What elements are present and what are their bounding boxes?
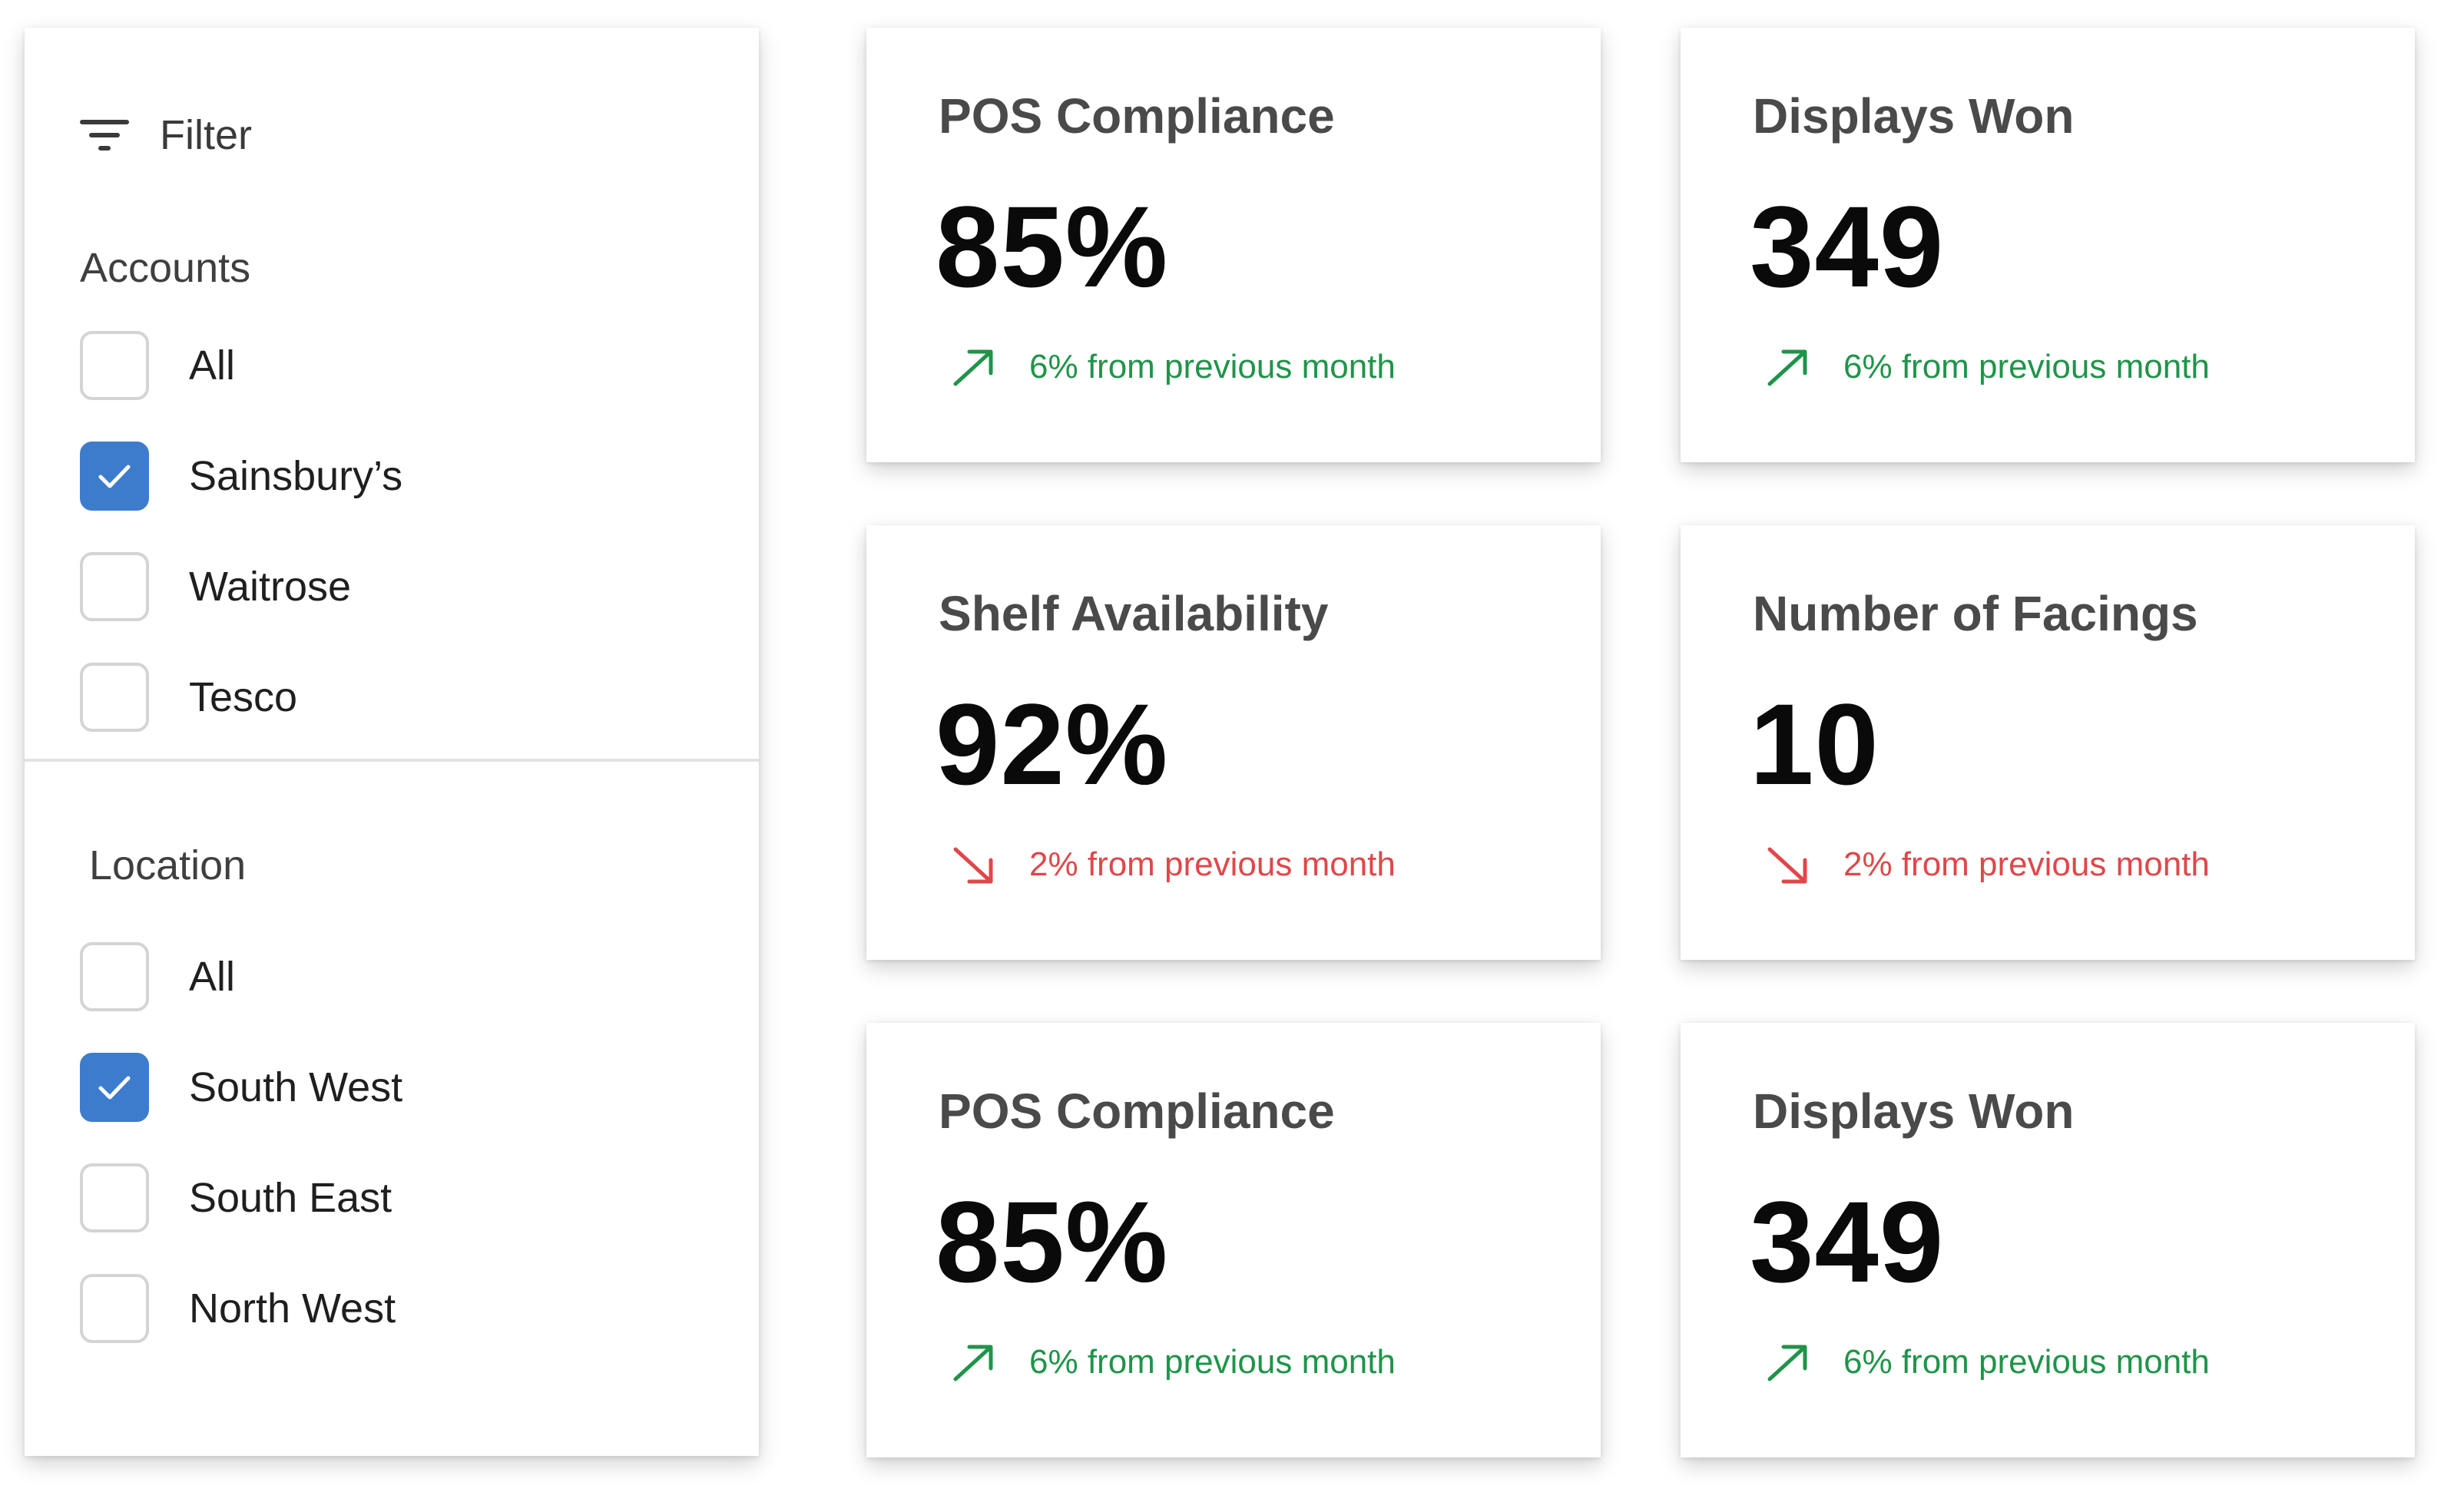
checkbox[interactable] xyxy=(80,1163,149,1232)
trend-text: 6% from previous month xyxy=(1843,348,2210,385)
option-label: Tesco xyxy=(189,674,298,720)
option-label: South East xyxy=(189,1175,392,1221)
card-value: 10 xyxy=(1750,680,1879,809)
account-option-waitrose[interactable]: Waitrose xyxy=(80,531,402,642)
option-label: North West xyxy=(189,1285,396,1332)
metric-card-pos-compliance: POS Compliance 85% 6% from previous mont… xyxy=(866,28,1601,462)
card-title: Displays Won xyxy=(1753,88,2075,144)
option-label: South West xyxy=(189,1064,403,1110)
card-title: Number of Facings xyxy=(1753,586,2198,641)
card-value: 85% xyxy=(936,182,1169,311)
trend-text: 6% from previous month xyxy=(1843,1343,2210,1381)
metric-card-pos-compliance: POS Compliance 85% 6% from previous mont… xyxy=(866,1023,1601,1457)
trend-arrow-icon xyxy=(1767,349,1807,386)
card-value: 92% xyxy=(936,680,1169,809)
metric-card-displays-won: Displays Won 349 6% from previous month xyxy=(1681,28,2415,462)
option-label: All xyxy=(189,342,236,389)
checkbox[interactable] xyxy=(80,552,149,621)
location-option-south-east[interactable]: South East xyxy=(80,1143,402,1253)
card-trend: 6% from previous month xyxy=(949,346,1396,389)
trend-arrow-icon xyxy=(1767,1345,1807,1381)
option-label: Waitrose xyxy=(189,564,352,610)
filter-header[interactable]: Filter xyxy=(80,104,252,166)
trend-arrow-icon xyxy=(1767,847,1807,884)
checkbox[interactable] xyxy=(80,442,149,511)
checkbox[interactable] xyxy=(80,331,149,400)
accounts-options: All Sainsbury’s Waitrose Tesco xyxy=(80,310,402,753)
card-trend: 2% from previous month xyxy=(949,843,1396,886)
account-option-sainsburys[interactable]: Sainsbury’s xyxy=(80,421,402,531)
trend-arrow-icon xyxy=(953,847,993,884)
option-label: All xyxy=(189,954,236,1000)
card-value: 349 xyxy=(1750,1177,1945,1306)
checkmark-icon xyxy=(98,1076,131,1100)
trend-text: 2% from previous month xyxy=(1029,845,1396,883)
filter-panel: Filter Accounts All Sainsbury’s Waitrose xyxy=(25,28,759,1456)
account-option-tesco[interactable]: Tesco xyxy=(80,642,402,753)
card-trend: 6% from previous month xyxy=(1764,346,2210,389)
checkbox[interactable] xyxy=(80,942,149,1011)
checkbox[interactable] xyxy=(80,1053,149,1122)
card-title: Shelf Availability xyxy=(939,586,1329,641)
card-trend: 6% from previous month xyxy=(949,1341,1396,1384)
location-option-south-west[interactable]: South West xyxy=(80,1032,402,1143)
location-section-title: Location xyxy=(89,842,247,888)
filter-title: Filter xyxy=(160,112,252,158)
metric-card-displays-won: Displays Won 349 6% from previous month xyxy=(1681,1023,2415,1457)
trend-arrow-icon xyxy=(953,1345,993,1381)
card-value: 85% xyxy=(936,1177,1169,1306)
checkmark-icon xyxy=(98,465,131,488)
account-option-all[interactable]: All xyxy=(80,310,402,421)
trend-text: 6% from previous month xyxy=(1029,348,1396,385)
trend-text: 2% from previous month xyxy=(1843,845,2210,883)
card-trend: 2% from previous month xyxy=(1764,843,2210,886)
metric-card-shelf-availability: Shelf Availability 92% 2% from previous … xyxy=(866,525,1601,960)
card-title: POS Compliance xyxy=(939,88,1335,144)
option-label: Sainsbury’s xyxy=(189,453,403,499)
card-title: Displays Won xyxy=(1753,1083,2075,1139)
card-trend: 6% from previous month xyxy=(1764,1341,2210,1384)
checkbox[interactable] xyxy=(80,1274,149,1343)
metric-card-number-of-facings: Number of Facings 10 2% from previous mo… xyxy=(1681,525,2415,960)
card-title: POS Compliance xyxy=(939,1083,1335,1139)
trend-arrow-icon xyxy=(953,349,993,386)
location-options: All South West South East North West xyxy=(80,921,402,1364)
trend-text: 6% from previous month xyxy=(1029,1343,1396,1381)
accounts-section-title: Accounts xyxy=(80,245,251,291)
card-value: 349 xyxy=(1750,182,1945,311)
location-option-north-west[interactable]: North West xyxy=(80,1253,402,1364)
location-option-all[interactable]: All xyxy=(80,921,402,1032)
checkbox[interactable] xyxy=(80,663,149,732)
filter-icon xyxy=(80,120,129,151)
section-divider xyxy=(25,759,759,762)
